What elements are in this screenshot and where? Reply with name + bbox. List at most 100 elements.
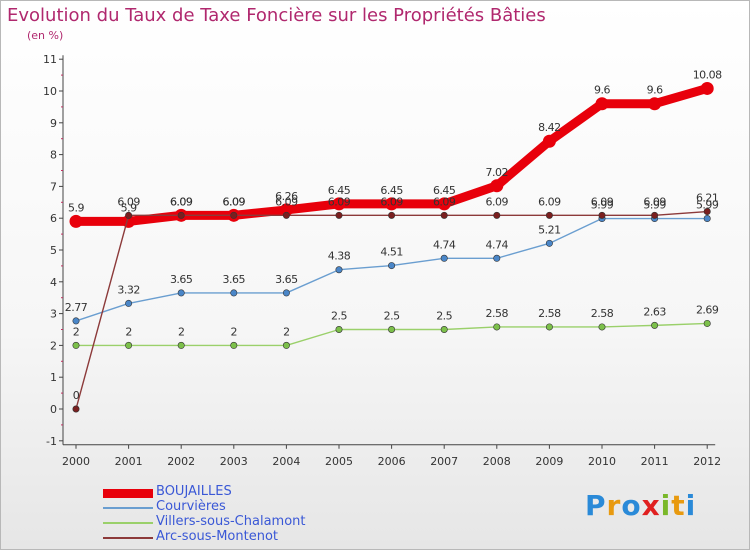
data-point [177, 211, 185, 219]
y-tick-label: 9 [50, 117, 57, 130]
data-point [545, 239, 553, 247]
data-label: 6.09 [170, 195, 193, 208]
data-point [542, 134, 556, 148]
data-point [125, 211, 133, 219]
data-point [545, 323, 553, 331]
data-label: 2.5 [436, 310, 452, 323]
data-label: 2.77 [65, 301, 88, 314]
legend-label: BOUJAILLES [156, 484, 232, 499]
legend-swatch [103, 537, 153, 539]
data-label: 6.09 [328, 195, 351, 208]
data-point [385, 197, 399, 211]
data-point [598, 323, 606, 331]
data-point [703, 319, 711, 327]
data-point [282, 211, 290, 219]
data-label: 6.09 [170, 195, 193, 208]
data-point [388, 211, 396, 219]
data-point [177, 341, 185, 349]
chart-title: Evolution du Taux de Taxe Foncière sur l… [7, 5, 546, 26]
data-point [545, 211, 553, 219]
y-tick-label: 11 [43, 53, 57, 66]
data-label: 2.5 [331, 310, 347, 323]
data-label: 6.09 [643, 195, 666, 208]
data-label: 6.26 [275, 190, 298, 203]
data-point [335, 325, 343, 333]
data-point [437, 197, 451, 211]
data-point [440, 254, 448, 262]
data-label: 7.02 [486, 166, 509, 179]
x-tick-label: 2006 [378, 455, 406, 468]
y-tick-label: 1 [50, 371, 57, 384]
data-point [493, 211, 501, 219]
x-tick-label: 2010 [588, 455, 616, 468]
data-label: 9.6 [647, 84, 663, 97]
y-tick-label: 5 [50, 244, 57, 257]
x-tick-label: 2005 [325, 455, 353, 468]
data-point [230, 289, 238, 297]
y-tick-label: 4 [50, 276, 57, 289]
data-point [440, 211, 448, 219]
data-point [700, 81, 714, 95]
data-point [651, 321, 659, 329]
proxiti-logo: Proxiti [585, 489, 696, 522]
data-point [493, 323, 501, 331]
data-label: 4.38 [328, 250, 351, 263]
data-label: 2 [283, 325, 290, 338]
y-tick-label: 7 [50, 180, 57, 193]
data-label: 6.21 [696, 192, 719, 205]
data-label: 5.9 [121, 201, 137, 214]
data-label: 6.09 [223, 195, 246, 208]
data-point [651, 211, 659, 219]
y-tick-label: 2 [50, 339, 57, 352]
logo-letter: P [585, 489, 607, 522]
data-point [703, 208, 711, 216]
data-point [279, 203, 293, 217]
legend-label: Arc-sous-Montenot [156, 529, 279, 544]
data-point [335, 266, 343, 274]
y-tick-label: 10 [43, 85, 57, 98]
data-point [282, 289, 290, 297]
data-point [598, 211, 606, 219]
x-tick-label: 2012 [693, 455, 721, 468]
data-point [72, 341, 80, 349]
data-label: 2 [125, 325, 132, 338]
data-label: 6.09 [591, 195, 614, 208]
data-point [122, 214, 136, 228]
data-label: 5.21 [538, 223, 561, 236]
data-label: 2.69 [696, 303, 719, 316]
data-point [282, 341, 290, 349]
data-label: 4.74 [486, 238, 509, 251]
legend-label: Villers-sous-Chalamont [156, 514, 306, 529]
data-point [648, 97, 662, 111]
legend-swatch [103, 507, 153, 509]
data-label: 6.09 [117, 195, 140, 208]
data-point [332, 197, 346, 211]
data-label: 2.5 [384, 310, 400, 323]
data-label: 10.08 [693, 68, 722, 81]
data-point [388, 262, 396, 270]
data-label: 9.6 [594, 84, 610, 97]
data-label: 3.32 [117, 283, 140, 296]
data-label: 3.65 [275, 273, 298, 286]
data-label: 0 [73, 389, 80, 402]
data-label: 4.51 [380, 246, 403, 259]
y-tick-label: 6 [50, 212, 57, 225]
data-label: 6.45 [328, 184, 351, 197]
data-point [493, 254, 501, 262]
data-label: 6.45 [433, 184, 456, 197]
data-point [230, 341, 238, 349]
logo-letter: i [660, 489, 672, 522]
data-point [125, 299, 133, 307]
x-tick-label: 2002 [167, 455, 195, 468]
legend-label: Courvières [156, 499, 226, 514]
data-label: 6.09 [223, 195, 246, 208]
x-tick-label: 2009 [535, 455, 563, 468]
data-label: 5.9 [68, 201, 84, 214]
data-point [595, 97, 609, 111]
chart-unit-label: (en %) [27, 29, 64, 42]
data-point [388, 325, 396, 333]
data-point [72, 317, 80, 325]
data-label: 2.58 [538, 307, 561, 320]
